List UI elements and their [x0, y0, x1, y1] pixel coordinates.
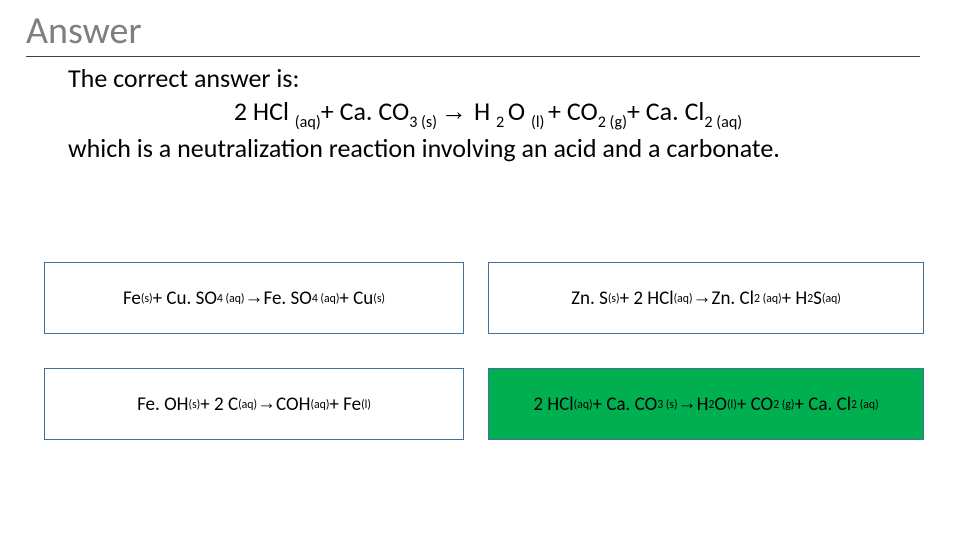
- subscript-text: (aq): [295, 113, 321, 132]
- subscript-text: 2 (g): [773, 398, 794, 412]
- formula-text: Fe: [123, 287, 141, 310]
- subscript-text: (s): [141, 292, 153, 306]
- formula-text: + Ca. CO: [593, 393, 658, 416]
- main-equation: 2 HCl (aq)+ Ca. CO3 (s) → H 2 O (l) + CO…: [68, 96, 908, 131]
- formula-text: Zn. S: [571, 287, 608, 310]
- answer-option-4[interactable]: 2 HCl (aq)+ Ca. CO3 (s) → H 2 O (l) + CO…: [488, 368, 924, 440]
- arrow-glyph: →: [257, 393, 276, 415]
- answer-body: The correct answer is: 2 HCl (aq)+ Ca. C…: [68, 63, 908, 164]
- formula-text: 2 HCl: [533, 393, 573, 416]
- subscript-text: (s): [373, 292, 385, 306]
- subscript-text: (s): [608, 292, 620, 306]
- subscript-text: 2 (aq): [754, 292, 782, 306]
- formula-text: COH: [276, 393, 310, 416]
- formula-text: O: [714, 393, 727, 416]
- formula-text: H: [697, 393, 709, 416]
- subscript-text: 2 (aq): [851, 398, 879, 412]
- subscript-text: (l): [361, 398, 371, 412]
- arrow-glyph: →: [245, 287, 264, 309]
- subscript-text: (aq): [674, 292, 693, 306]
- subscript-text: 2: [807, 292, 813, 306]
- formula-text: + CO: [737, 393, 773, 416]
- options-grid: Fe (s)+ Cu. SO4 (aq) → Fe. SO4 (aq) + Cu…: [44, 262, 924, 440]
- subscript-text: (aq): [574, 398, 593, 412]
- formula-text: H: [474, 95, 496, 127]
- formula-text: Zn. Cl: [712, 287, 754, 310]
- intro-text: The correct answer is:: [68, 63, 908, 94]
- subscript-text: 2 (g): [598, 113, 627, 132]
- formula-text: + Ca. Cl: [627, 95, 704, 127]
- subscript-text: 4 (aq): [312, 292, 340, 306]
- slide-title: Answer: [26, 8, 920, 57]
- formula-text: O: [508, 95, 531, 127]
- formula-text: + Cu: [339, 287, 373, 310]
- subscript-text: (l): [727, 398, 737, 412]
- subscript-text: (s): [189, 398, 201, 412]
- subscript-text: 2 (aq): [704, 113, 742, 132]
- subscript-text: (aq): [238, 398, 257, 412]
- formula-text: S: [813, 287, 822, 310]
- subscript-text: 3 (s): [657, 398, 677, 412]
- formula-text: 2 HCl: [234, 95, 295, 127]
- arrow-glyph: →: [693, 287, 712, 309]
- formula-text: Fe. SO: [264, 287, 312, 310]
- subscript-text: (l): [531, 113, 548, 132]
- arrow-glyph: →: [678, 393, 697, 415]
- formula-text: + 2 HCl: [620, 287, 674, 310]
- formula-text: Fe. OH: [137, 393, 188, 416]
- formula-text: + Ca. Cl: [795, 393, 852, 416]
- formula-text: + CO: [548, 95, 598, 127]
- slide: Answer The correct answer is: 2 HCl (aq)…: [0, 0, 960, 540]
- answer-option-1[interactable]: Fe (s)+ Cu. SO4 (aq) → Fe. SO4 (aq) + Cu…: [44, 262, 464, 334]
- formula-text: + 2 C: [200, 393, 238, 416]
- answer-option-2[interactable]: Zn. S (s)+ 2 HCl (aq) → Zn. Cl2 (aq) + H…: [488, 262, 924, 334]
- subscript-text: (aq): [822, 292, 841, 306]
- answer-option-3[interactable]: Fe. OH (s) + 2 C (aq) → COH (aq) + Fe (l…: [44, 368, 464, 440]
- formula-text: + H: [782, 287, 808, 310]
- formula-text: + Cu. SO: [153, 287, 217, 310]
- followup-text: which is a neutralization reaction invol…: [68, 133, 908, 164]
- arrow-glyph: →: [441, 96, 474, 126]
- subscript-text: (aq): [310, 398, 329, 412]
- formula-text: + Fe: [329, 393, 361, 416]
- subscript-text: 3 (s): [409, 113, 441, 132]
- subscript-text: 2: [708, 398, 714, 412]
- formula-text: + Ca. CO: [321, 95, 409, 127]
- subscript-text: 2: [496, 113, 508, 132]
- subscript-text: 4 (aq): [217, 292, 245, 306]
